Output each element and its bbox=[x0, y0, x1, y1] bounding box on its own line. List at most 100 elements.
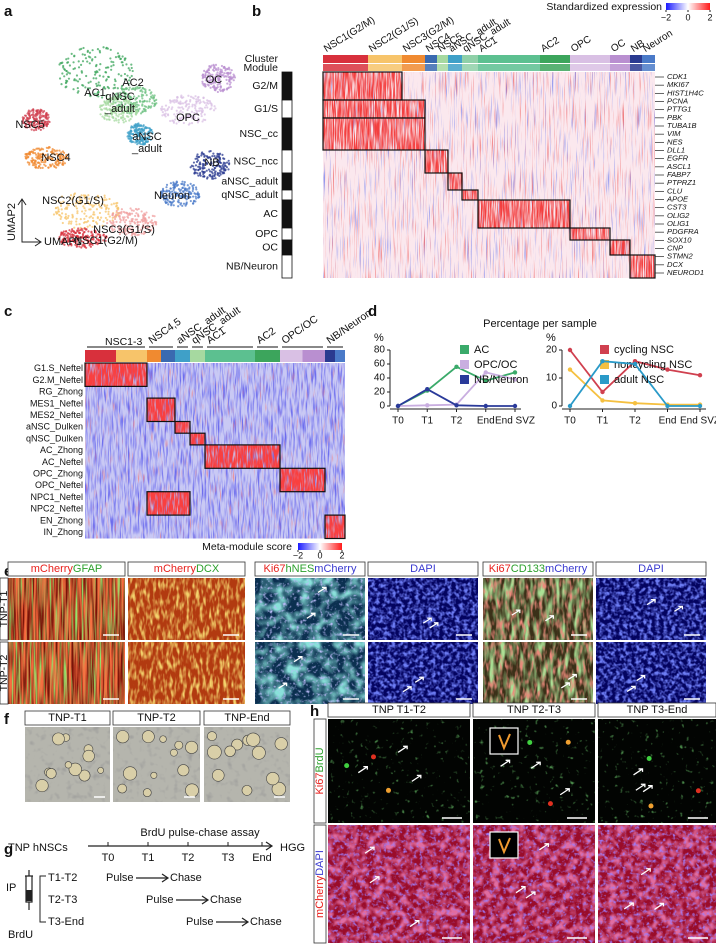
arrow bbox=[136, 873, 170, 883]
umap-point bbox=[182, 107, 185, 111]
umap-point bbox=[132, 209, 135, 212]
umap-point bbox=[51, 148, 54, 151]
umap-point bbox=[117, 121, 120, 124]
umap-point bbox=[221, 153, 224, 157]
series-line bbox=[397, 365, 516, 407]
umap-point bbox=[94, 71, 98, 74]
umap-point bbox=[98, 51, 102, 54]
row-label: OPC_Zhong bbox=[33, 469, 83, 479]
umap-point bbox=[192, 97, 196, 100]
umap-point bbox=[72, 88, 75, 91]
umap-point bbox=[170, 203, 173, 206]
umap-point bbox=[133, 129, 137, 132]
umap-point bbox=[87, 236, 91, 239]
umap-point bbox=[107, 75, 110, 79]
diagram-title: BrdU pulse-chase assay bbox=[140, 827, 260, 839]
gene-label: ASCL1 bbox=[666, 162, 691, 171]
umap-point bbox=[86, 242, 89, 245]
umap-point bbox=[195, 188, 198, 191]
row-title: Cluster bbox=[245, 53, 279, 65]
block bbox=[478, 200, 570, 228]
umap-point bbox=[153, 220, 157, 224]
sphere bbox=[212, 769, 225, 782]
x-tick-label: T2 bbox=[451, 416, 463, 427]
umap-point bbox=[128, 220, 131, 223]
umap-point bbox=[95, 63, 98, 67]
sphere bbox=[97, 767, 104, 774]
umap-point bbox=[102, 220, 105, 223]
umap-point bbox=[202, 153, 205, 156]
header-part: mCherry bbox=[31, 563, 74, 575]
umap-point bbox=[207, 168, 211, 171]
umap-point bbox=[176, 100, 179, 103]
umap-point bbox=[211, 172, 214, 175]
umap-point bbox=[175, 109, 178, 112]
umap-point bbox=[204, 118, 207, 122]
umap-point bbox=[37, 165, 41, 168]
umap-point bbox=[177, 205, 180, 208]
umap-point bbox=[89, 242, 92, 245]
texture bbox=[128, 642, 245, 704]
umap-point bbox=[126, 229, 129, 232]
umap-point bbox=[107, 213, 110, 216]
umap-point bbox=[42, 124, 46, 128]
umap-point bbox=[219, 173, 222, 176]
arrow bbox=[500, 759, 511, 767]
umap-point bbox=[128, 119, 131, 122]
umap-point bbox=[142, 142, 145, 145]
umap-point bbox=[27, 120, 30, 123]
umap-point bbox=[121, 64, 124, 67]
umap-point bbox=[93, 92, 96, 95]
block bbox=[462, 190, 478, 200]
umap-point bbox=[143, 231, 147, 235]
umap-point bbox=[187, 107, 190, 110]
block-outline bbox=[461, 189, 479, 201]
umap-point bbox=[216, 71, 219, 74]
legend-swatch bbox=[600, 360, 609, 369]
umap-point bbox=[69, 242, 73, 245]
umap-point bbox=[60, 83, 63, 86]
umap-point bbox=[131, 225, 134, 228]
umap-point bbox=[121, 91, 125, 94]
umap-point bbox=[68, 229, 71, 232]
label: IP bbox=[6, 882, 16, 894]
umap-point bbox=[140, 95, 143, 98]
umap-point bbox=[110, 225, 113, 228]
cluster-bar bbox=[116, 350, 147, 362]
cluster-label: OC bbox=[609, 38, 628, 55]
umap-point bbox=[215, 160, 218, 163]
umap-point bbox=[187, 190, 190, 193]
chart-title: Percentage per sample bbox=[483, 318, 597, 330]
module-label: G2/M bbox=[252, 80, 278, 92]
cluster-label: qNSC bbox=[105, 91, 134, 103]
arrow bbox=[364, 846, 375, 854]
umap-point bbox=[228, 80, 231, 83]
umap-point bbox=[63, 68, 66, 71]
umap-point bbox=[165, 201, 169, 204]
umap-point bbox=[197, 165, 200, 168]
umap-point bbox=[135, 139, 138, 143]
umap-point bbox=[30, 113, 33, 117]
umap-point bbox=[84, 197, 87, 200]
umap-point bbox=[137, 128, 140, 132]
umap-point bbox=[194, 186, 198, 189]
umap-point bbox=[227, 168, 230, 171]
umap-point bbox=[201, 110, 204, 114]
umap-point bbox=[67, 222, 70, 225]
row-label: G1.S_Neftel bbox=[34, 363, 83, 373]
umap-point bbox=[77, 227, 80, 230]
panel-label: g bbox=[4, 841, 13, 858]
cluster-label: NSC5 bbox=[15, 119, 44, 131]
umap-point bbox=[123, 106, 126, 109]
umap-point bbox=[181, 204, 184, 207]
umap-point bbox=[34, 159, 37, 163]
inset-cell bbox=[498, 733, 511, 751]
row-label: AC_Zhong bbox=[40, 445, 83, 455]
umap-point bbox=[91, 243, 94, 246]
gene-label: FABP7 bbox=[667, 170, 691, 179]
umap-point bbox=[106, 85, 109, 89]
umap-point bbox=[202, 170, 205, 174]
umap-point bbox=[173, 101, 176, 104]
umap-point bbox=[126, 74, 129, 77]
cluster-bar bbox=[161, 350, 175, 362]
